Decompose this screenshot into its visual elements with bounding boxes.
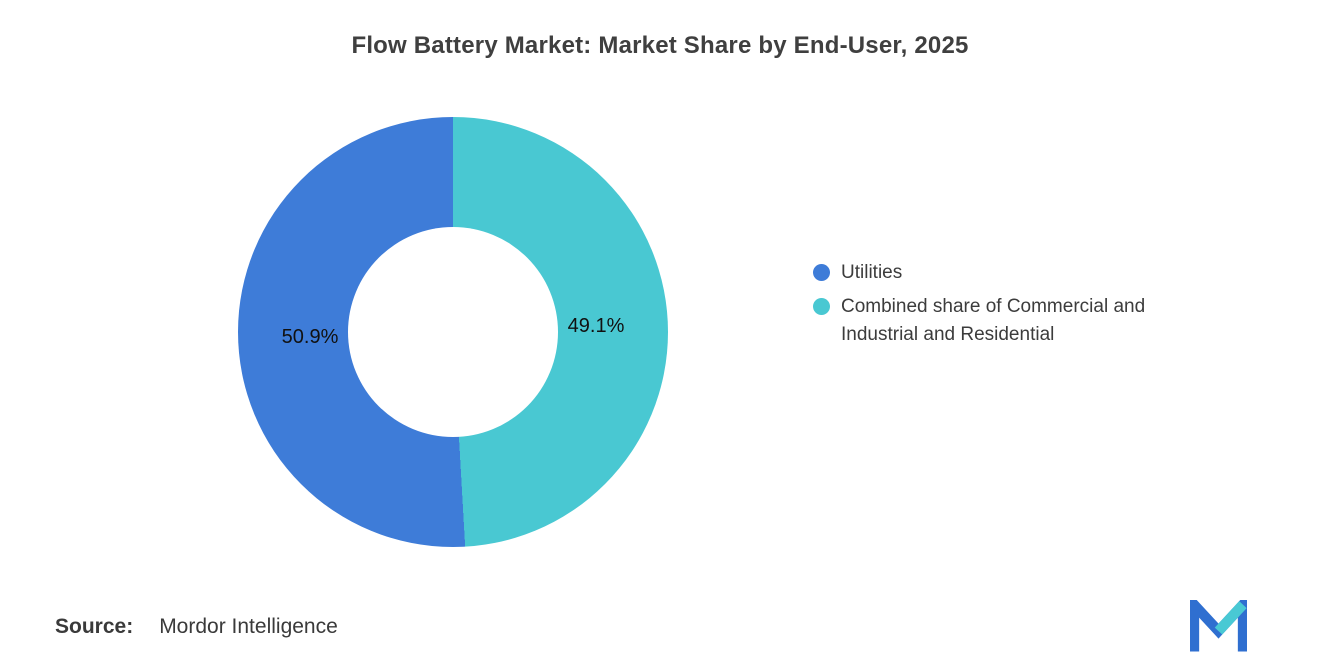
legend-swatch-utilities-icon <box>813 264 830 281</box>
mordor-intelligence-logo-icon <box>1190 600 1247 652</box>
legend-label-utilities: Utilities <box>841 262 903 283</box>
legend-item-commercial-industrial-residential: Combined share of Commercial and Industr… <box>813 293 1213 349</box>
source-label: Source: <box>55 615 134 638</box>
donut-chart-area: 50.9% 49.1% <box>238 117 668 547</box>
slice-label-commercial-industrial-residential: 49.1% <box>567 315 625 337</box>
chart-legend: Utilities Combined share of Commercial a… <box>813 259 1213 355</box>
chart-title: Flow Battery Market: Market Share by End… <box>351 32 969 59</box>
legend-label-commercial-industrial-residential: Combined share of Commercial and Industr… <box>841 296 1146 345</box>
donut-hole <box>348 227 558 437</box>
legend-item-utilities: Utilities <box>813 259 1213 287</box>
legend-swatch-commercial-industrial-residential-icon <box>813 298 830 315</box>
slice-label-utilities: 50.9% <box>281 326 339 348</box>
source-value: Mordor Intelligence <box>159 615 338 638</box>
source-line: Source: Mordor Intelligence <box>55 615 338 639</box>
